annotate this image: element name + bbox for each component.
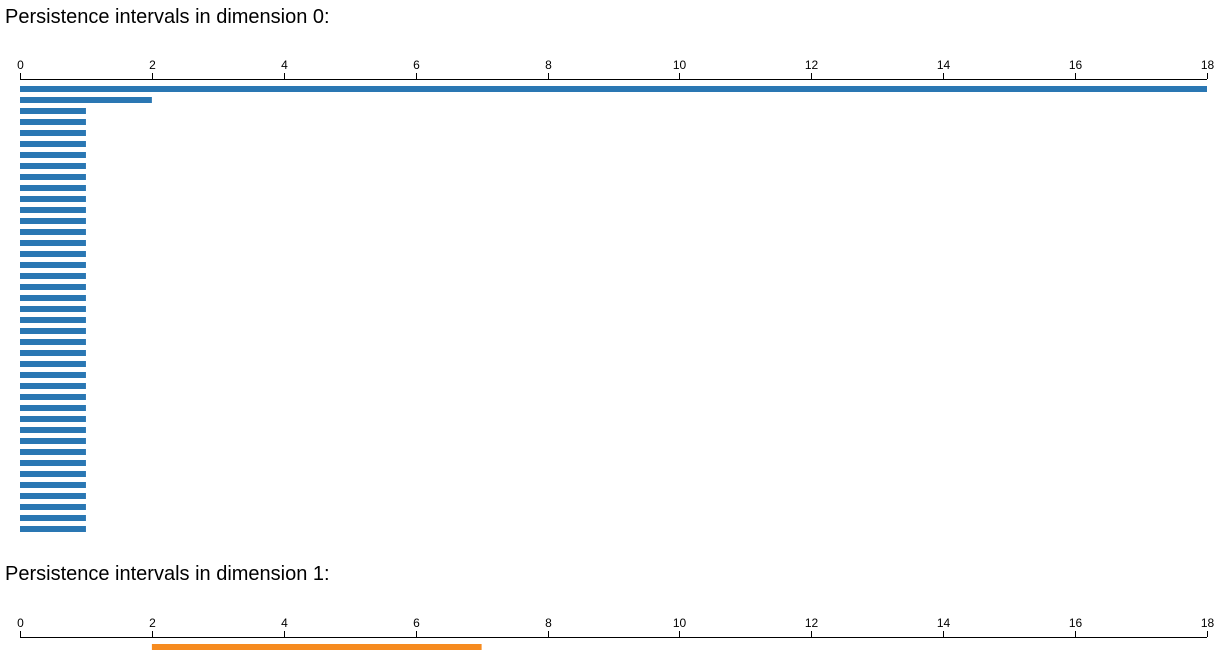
- persistence-interval-bar: [20, 328, 86, 334]
- persistence-interval-bar: [20, 449, 86, 455]
- x-tick-label: 6: [413, 58, 420, 72]
- persistence-interval-bar: [20, 427, 86, 433]
- persistence-interval-bar: [20, 416, 86, 422]
- x-tick-label: 10: [673, 616, 687, 630]
- persistence-interval-bar: [20, 108, 86, 114]
- x-tick-label: 2: [149, 616, 156, 630]
- x-tick-label: 8: [545, 616, 552, 630]
- persistence-interval-bar: [20, 493, 86, 499]
- persistence-interval-bar: [20, 515, 86, 521]
- chart-title-dimension-1: Persistence intervals in dimension 1:: [5, 563, 330, 585]
- persistence-interval-bar: [20, 163, 86, 169]
- persistence-interval-bar: [20, 361, 86, 367]
- persistence-interval-bar: [20, 119, 86, 125]
- persistence-interval-bar: [20, 471, 86, 477]
- persistence-interval-bar: [20, 207, 86, 213]
- x-tick-label: 0: [17, 616, 24, 630]
- x-tick-label: 16: [1069, 616, 1083, 630]
- barcode-chart-dimension-0: 0 2 4 6 8 10 12 14 16 18: [17, 58, 1215, 532]
- persistence-interval-bar: [20, 229, 86, 235]
- persistence-interval-bar: [20, 350, 86, 356]
- persistence-interval-bar: [20, 504, 86, 510]
- x-tick-label: 14: [937, 58, 951, 72]
- persistence-interval-bar: [20, 306, 86, 312]
- chart-title-dimension-0: Persistence intervals in dimension 0:: [5, 6, 330, 28]
- x-tick-label: 6: [413, 616, 420, 630]
- persistence-interval-bar: [20, 339, 86, 345]
- persistence-interval-bar: [20, 317, 86, 323]
- persistence-interval-bar: [20, 438, 86, 444]
- x-tick-label: 18: [1201, 58, 1215, 72]
- persistence-interval-bar: [20, 86, 1207, 92]
- persistence-interval-bar: [20, 196, 86, 202]
- persistence-interval-bar: [20, 218, 86, 224]
- x-tick-label: 16: [1069, 58, 1083, 72]
- persistence-interval-bar: [20, 174, 86, 180]
- x-tick-label: 14: [937, 616, 951, 630]
- persistence-interval-bar: [20, 405, 86, 411]
- persistence-interval-bar: [20, 482, 86, 488]
- persistence-interval-bar: [20, 251, 86, 257]
- persistence-interval-bar: [20, 141, 86, 147]
- x-tick-label: 12: [805, 616, 819, 630]
- persistence-interval-bar: [20, 240, 86, 246]
- persistence-interval-bar: [20, 383, 86, 389]
- x-tick-label: 4: [281, 616, 288, 630]
- persistence-interval-bar: [20, 284, 86, 290]
- persistence-interval-bar: [20, 262, 86, 268]
- persistence-interval-bar: [20, 130, 86, 136]
- x-tick-label: 0: [17, 58, 24, 72]
- x-tick-label: 10: [673, 58, 687, 72]
- persistence-interval-bar: [20, 372, 86, 378]
- x-tick-label: 12: [805, 58, 819, 72]
- x-tick-label: 4: [281, 58, 288, 72]
- persistence-interval-bar: [20, 526, 86, 532]
- persistence-interval-bar: [20, 460, 86, 466]
- persistence-interval-bar: [20, 152, 86, 158]
- x-tick-label: 2: [149, 58, 156, 72]
- persistence-interval-bar: [20, 295, 86, 301]
- persistence-interval-bar: [20, 97, 152, 103]
- x-tick-label: 8: [545, 58, 552, 72]
- persistence-interval-bar: [20, 185, 86, 191]
- x-tick-label: 18: [1201, 616, 1215, 630]
- persistence-interval-bar: [20, 273, 86, 279]
- barcode-chart-dimension-1: 0 2 4 6 8 10 12 14 16 18: [17, 616, 1215, 650]
- persistence-interval-bar: [151, 644, 482, 650]
- persistence-interval-bar: [20, 394, 86, 400]
